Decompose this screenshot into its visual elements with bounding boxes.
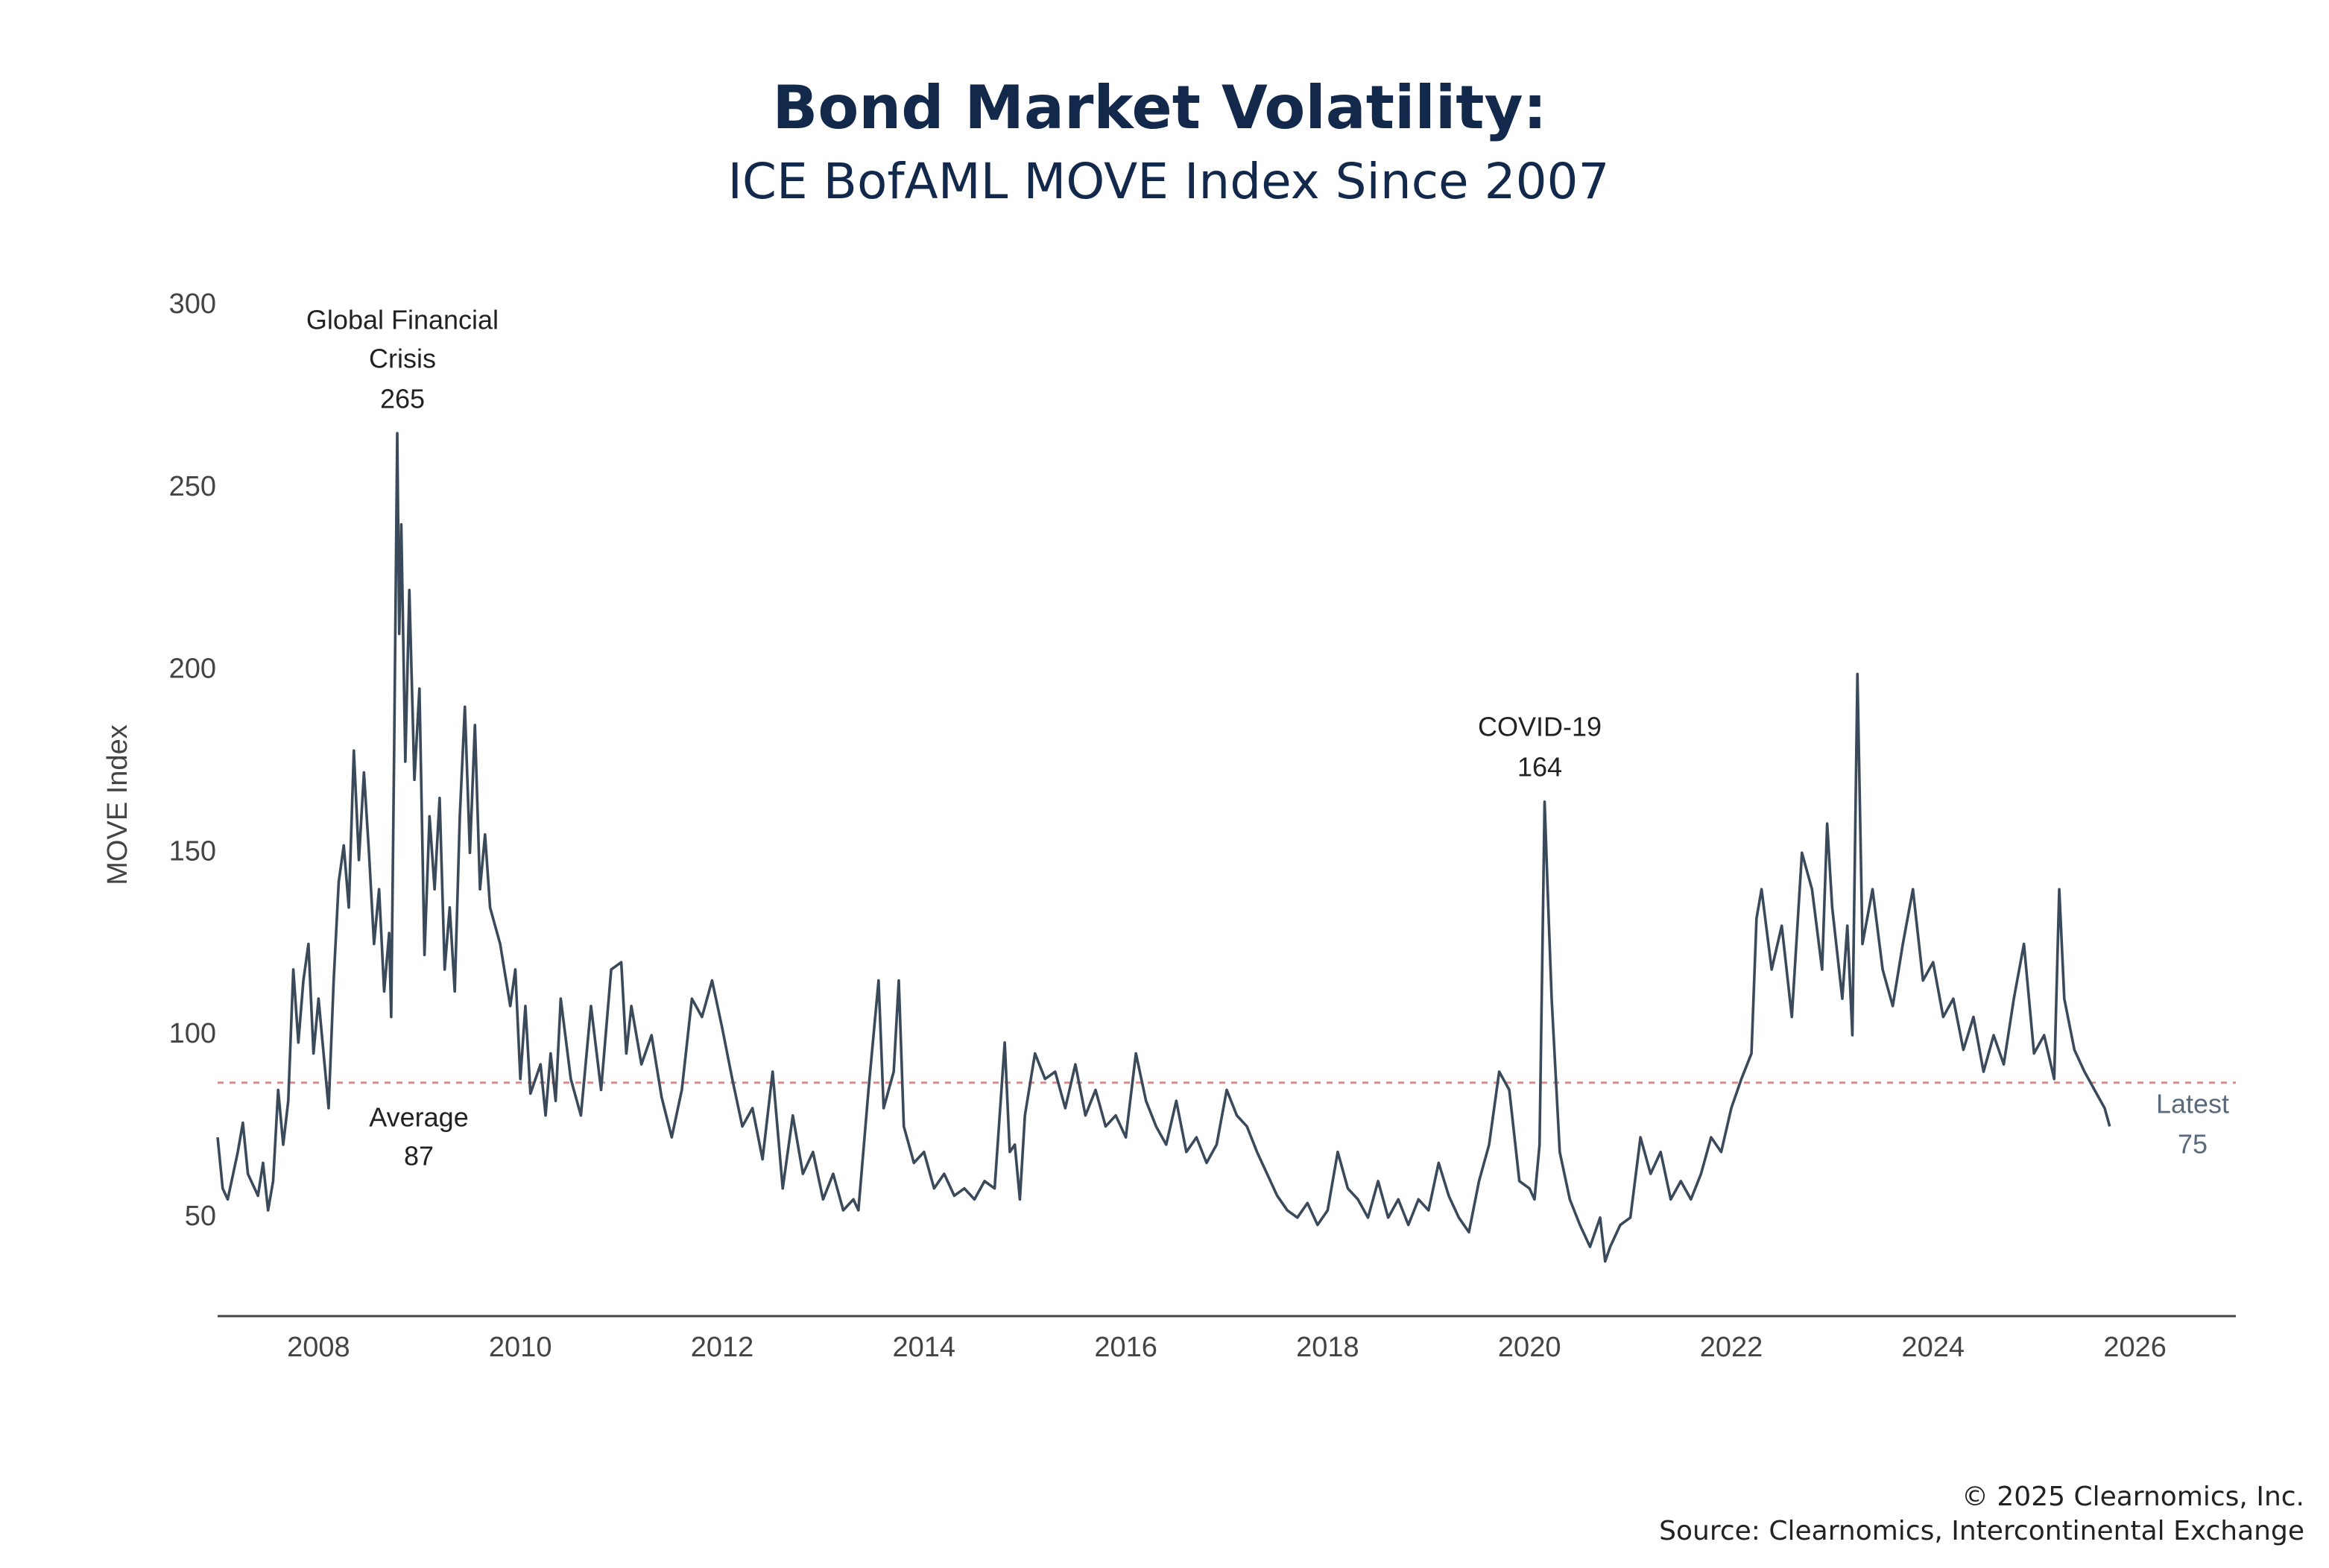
annotation-label: Crisis	[369, 344, 436, 374]
average-label: Average	[369, 1102, 468, 1133]
line	[216, 431, 2111, 1263]
x-tick-label: 2008	[287, 1332, 350, 1363]
average-value: 87	[404, 1141, 434, 1172]
y-tick-label: 200	[169, 654, 216, 685]
x-tick-label: 2018	[1296, 1332, 1359, 1363]
annotation-label: Global Financial	[306, 305, 499, 335]
x-tick-label: 2024	[1902, 1332, 1965, 1363]
y-axis-label: MOVE Index	[102, 724, 133, 885]
y-tick-label: 300	[169, 288, 216, 320]
y-tick-label: 250	[169, 471, 216, 502]
x-tick-label: 2010	[489, 1332, 552, 1363]
y-tick-label: 100	[169, 1018, 216, 1049]
annotation-value: 265	[380, 384, 425, 414]
x-tick-label: 2022	[1700, 1332, 1763, 1363]
annotation-label: COVID-19	[1478, 712, 1602, 742]
chart-title: Bond Market Volatility:	[772, 73, 1546, 142]
annotation-value: 75	[2178, 1129, 2208, 1160]
annotation-value: 164	[1517, 752, 1562, 783]
y-tick-label: 50	[185, 1201, 216, 1232]
x-tick-label: 2012	[691, 1332, 754, 1363]
x-tick-label: 2016	[1094, 1332, 1157, 1363]
y-tick-label: 150	[169, 835, 216, 867]
footer: © 2025 Clearnomics, Inc.	[1962, 1482, 2304, 1512]
x-tick-label: 2014	[893, 1332, 956, 1363]
x-tick-label: 2026	[2103, 1332, 2167, 1363]
chart-subtitle: ICE BofAML MOVE Index Since 2007	[727, 153, 1609, 210]
annotation-label: Latest	[2156, 1089, 2229, 1119]
footer: Source: Clearnomics, Intercontinental Ex…	[1659, 1516, 2304, 1546]
x-tick-label: 2020	[1498, 1332, 1561, 1363]
